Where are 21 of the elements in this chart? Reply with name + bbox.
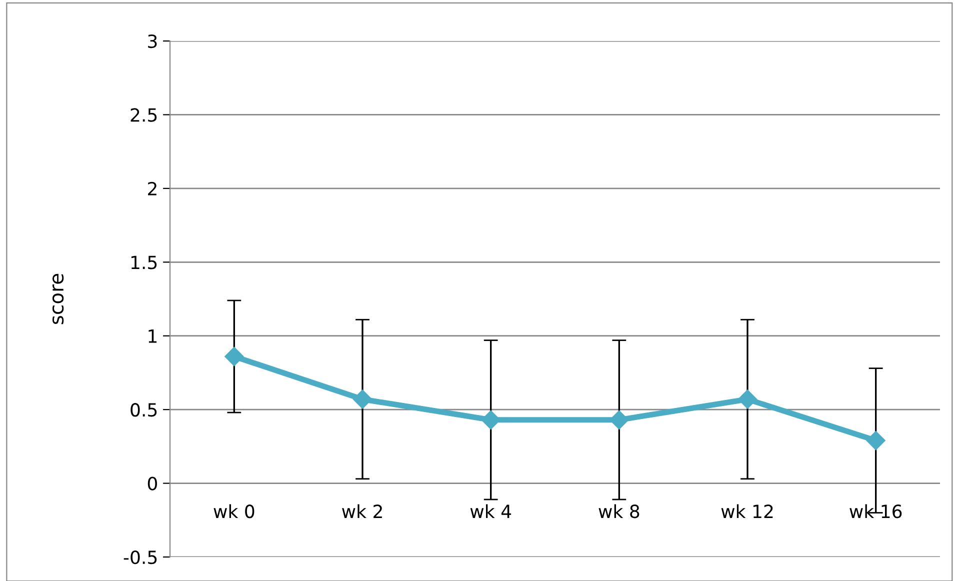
- y-tick-label: 1.5: [131, 256, 157, 270]
- x-tick-label: wk 2: [342, 504, 382, 518]
- y-tick-label: -0.5: [124, 550, 157, 564]
- y-tick-label: 2: [148, 182, 156, 196]
- y-tick-label: 0.5: [130, 403, 157, 417]
- y-tick-label: 1: [148, 330, 157, 343]
- point: [738, 390, 758, 409]
- y-tick-label: 2.5: [130, 108, 157, 122]
- point: [866, 431, 886, 450]
- y-tick-label: 3: [148, 34, 157, 48]
- x-tick-label: wk 16: [850, 504, 902, 518]
- y-axis-title: score: [52, 274, 64, 324]
- x-tick-label: wk 8: [598, 504, 640, 518]
- point: [610, 410, 629, 430]
- x-tick-label: wk 0: [214, 504, 254, 518]
- point: [352, 390, 372, 409]
- point: [481, 410, 500, 430]
- y-tick-label: 0: [148, 476, 157, 490]
- x-tick-label: wk 4: [470, 504, 512, 518]
- point: [224, 346, 244, 366]
- x-tick-label: wk 12: [721, 504, 773, 518]
